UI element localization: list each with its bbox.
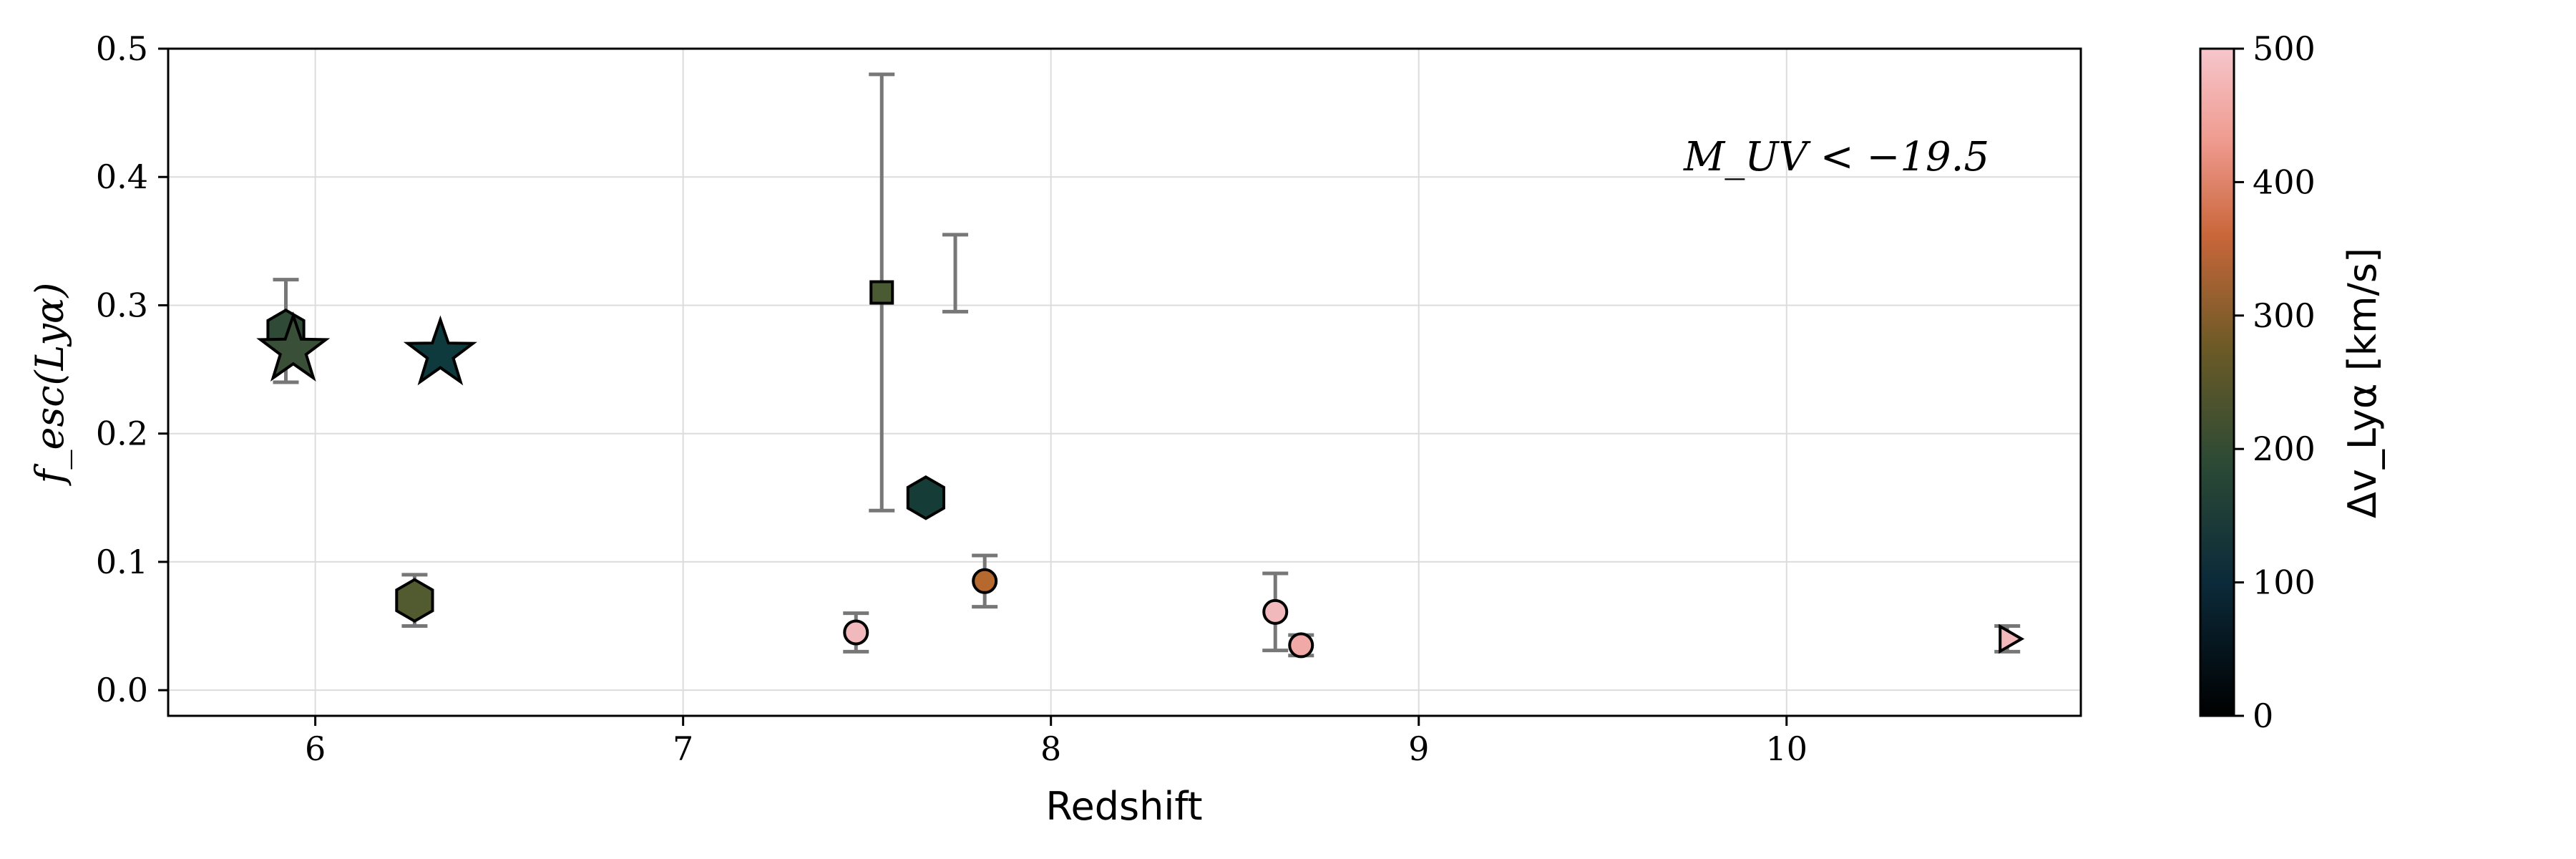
colorbar-tick-label: 100 <box>2253 563 2316 602</box>
x-tick-label: 9 <box>1408 729 1429 768</box>
y-tick-label: 0.0 <box>96 671 148 709</box>
point-hexagon <box>395 578 434 623</box>
colorbar-tick-label: 300 <box>2253 296 2316 335</box>
y-tick-label: 0.5 <box>96 29 148 68</box>
colorbar-ticks: 0 100 200 300 400 500 <box>2234 29 2316 735</box>
x-tick-label: 7 <box>673 729 693 768</box>
point-square <box>869 280 894 305</box>
x-tick-label: 8 <box>1040 729 1061 768</box>
colorbar-tick-label: 0 <box>2253 697 2273 735</box>
y-tick-label: 0.4 <box>96 157 148 196</box>
plot-frame <box>167 47 2082 717</box>
y-tick-label: 0.3 <box>96 286 148 324</box>
y-tick-label: 0.1 <box>96 543 148 581</box>
point-hexagon <box>906 475 945 520</box>
x-axis-ticks: 6 7 8 9 10 <box>305 716 1807 768</box>
point-circle <box>843 619 869 646</box>
y-axis-ticks: 0.0 0.1 0.2 0.3 0.4 0.5 <box>96 29 168 709</box>
x-tick-label: 10 <box>1765 729 1807 768</box>
point-triangle <box>1999 623 2025 654</box>
y-tick-label: 0.2 <box>96 414 148 453</box>
colorbar-tick-label: 200 <box>2253 430 2316 468</box>
colorbar <box>2199 47 2235 717</box>
point-star <box>256 311 331 382</box>
x-axis-label: Redshift <box>1045 784 1202 829</box>
svg-text:f_esc(Lyα): f_esc(Lyα) <box>27 283 72 487</box>
colorbar-tick-label: 400 <box>2253 162 2316 201</box>
point-circle <box>1262 598 1289 625</box>
colorbar-tick-label: 500 <box>2253 29 2316 68</box>
y-axis-label: f_esc(Lyα) <box>27 283 72 487</box>
svg-text:Δv_Lyα [km/s]: Δv_Lyα [km/s] <box>2340 248 2385 518</box>
point-circle <box>972 568 998 594</box>
point-star <box>403 315 477 386</box>
data-points <box>256 280 2025 659</box>
colorbar-label: Δv_Lyα [km/s] <box>2340 248 2385 518</box>
annotation-muv: M_UV < −19.5 <box>1683 134 1989 180</box>
x-tick-label: 6 <box>305 729 326 768</box>
point-circle <box>1288 632 1314 659</box>
